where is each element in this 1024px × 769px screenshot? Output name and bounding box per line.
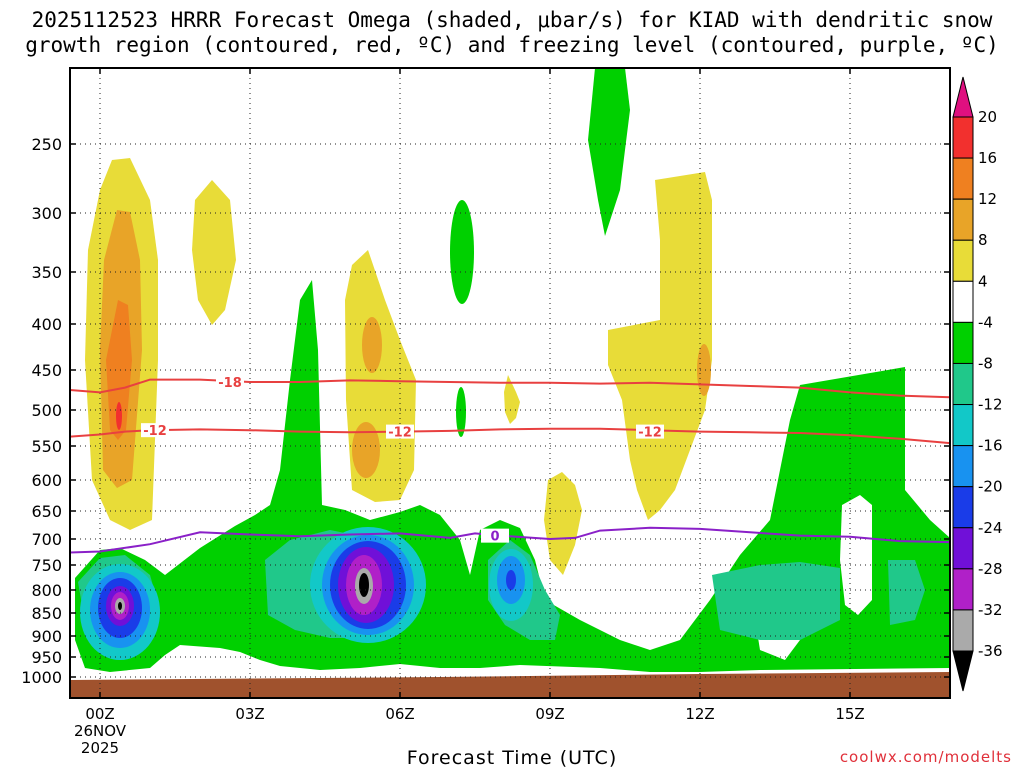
teal-cell-16z bbox=[888, 560, 925, 625]
colorbar-label-9: -20 bbox=[978, 478, 1003, 496]
colorbar-swatch-4 bbox=[952, 280, 974, 323]
credit-link[interactable]: coolwx.com/modelts bbox=[839, 748, 1012, 766]
colorbar-label-5: -4 bbox=[978, 313, 993, 331]
plot-frame bbox=[69, 67, 951, 699]
contour-label-bg-1-0 bbox=[141, 423, 169, 438]
colorbar-swatch-8 bbox=[952, 445, 974, 488]
contour-label-2-0: 0 bbox=[490, 530, 499, 545]
contour-label-1-1: -12 bbox=[388, 426, 412, 441]
colorbar-swatch-3 bbox=[952, 239, 974, 282]
terrain bbox=[70, 672, 950, 698]
contour-label-bg-0-0 bbox=[216, 375, 244, 389]
colorbar-label-1: 16 bbox=[978, 149, 997, 167]
colorbar-over-arrow bbox=[952, 76, 974, 118]
y-tick-label-300: 300 bbox=[31, 204, 62, 223]
contour-label-bg-2-0 bbox=[481, 528, 509, 543]
contour-line-0 bbox=[70, 378, 950, 399]
colorbar-label-13: -36 bbox=[978, 642, 1003, 660]
green-cell-small bbox=[456, 387, 466, 437]
x-tick-label-00Z: 00Z bbox=[85, 705, 114, 723]
darkorange-cell-00z bbox=[106, 300, 132, 440]
y-tick-label-800: 800 bbox=[31, 581, 62, 600]
y-tick-label-750: 750 bbox=[31, 556, 62, 575]
y-tick-label-1000: 1000 bbox=[21, 668, 62, 687]
orange-cell-12z bbox=[697, 344, 711, 396]
contour-label-1-2: -12 bbox=[638, 426, 662, 441]
colorbar-label-6: -8 bbox=[978, 354, 993, 372]
yellow-cell-12z bbox=[608, 172, 712, 520]
colorbar-label-4: 4 bbox=[978, 272, 988, 290]
colorbar-swatch-0 bbox=[952, 116, 974, 159]
x-tick-label-12Z: 12Z bbox=[685, 705, 714, 723]
chart-title-line2: growth region (contoured, red, ºC) and f… bbox=[25, 33, 999, 57]
colorbar-label-12: -32 bbox=[978, 601, 1003, 619]
y-tick-label-250: 250 bbox=[31, 135, 62, 154]
x-tick-label-03Z: 03Z bbox=[235, 705, 264, 723]
green-cell-mid bbox=[450, 200, 474, 304]
colorbar-label-8: -16 bbox=[978, 437, 1003, 455]
colorbar-under-arrow bbox=[952, 650, 974, 692]
colorbar-label-10: -24 bbox=[978, 519, 1003, 537]
y-tick-label-600: 600 bbox=[31, 471, 62, 490]
colorbar-swatch-12 bbox=[952, 609, 974, 652]
clear-gap-1 bbox=[840, 495, 872, 615]
red-sliver-00z bbox=[116, 402, 122, 430]
y-tick-label-400: 400 bbox=[31, 315, 62, 334]
y-tick-label-500: 500 bbox=[31, 401, 62, 420]
y-tick-label-850: 850 bbox=[31, 604, 62, 623]
colorbar-swatch-10 bbox=[952, 527, 974, 570]
y-tick-label-900: 900 bbox=[31, 627, 62, 646]
contour-label-0-0: -18 bbox=[218, 376, 242, 391]
x-tick-label-06Z: 06Z bbox=[385, 705, 414, 723]
orange-cell-05z-lower bbox=[352, 422, 380, 478]
colorbar-swatch-7 bbox=[952, 404, 974, 447]
colorbar-label-0: 20 bbox=[978, 108, 997, 126]
yellow-cell-08z bbox=[504, 375, 520, 424]
blue-core-08z bbox=[506, 570, 516, 590]
colorbar-label-7: -12 bbox=[978, 396, 1003, 414]
colorbar-swatch-9 bbox=[952, 486, 974, 529]
y-tick-label-550: 550 bbox=[31, 437, 62, 456]
axes: 250 300 350 400 450 500 550 600 650 700 750 800 850 9… bbox=[21, 67, 951, 757]
colorbar-swatch-11 bbox=[952, 568, 974, 611]
x-tick-sublabel-0: 26NOV bbox=[74, 722, 127, 740]
y-tick-label-700: 700 bbox=[31, 530, 62, 549]
black-core-05z bbox=[359, 573, 369, 597]
yellow-cell-02z bbox=[192, 180, 236, 325]
colorbar-label-3: 8 bbox=[978, 231, 988, 249]
chart-title-line1: 2025112523 HRRR Forecast Omega (shaded, … bbox=[31, 8, 993, 32]
y-tick-label-450: 450 bbox=[31, 361, 62, 380]
colorbar: 20 16 12 8 4 -4 -8 -12 -16 -20 -24 -28 -32 -36 bbox=[952, 76, 1003, 692]
colorbar-swatch-6 bbox=[952, 362, 974, 406]
colorbar-label-2: 12 bbox=[978, 190, 997, 208]
teal-band-13z bbox=[712, 562, 840, 640]
y-tick-label-350: 350 bbox=[31, 263, 62, 282]
contour-label-1-0: -12 bbox=[143, 424, 167, 439]
contour-label-bg-1-2 bbox=[636, 424, 664, 439]
black-core-00z bbox=[118, 602, 122, 610]
y-tick-label-650: 650 bbox=[31, 502, 62, 521]
contour-label-bg-1-1 bbox=[386, 424, 414, 439]
orange-cell-05z-upper bbox=[362, 317, 382, 373]
colorbar-swatch-5 bbox=[952, 321, 974, 364]
plot-area: -18 -12 -12 -12 0 bbox=[70, 68, 950, 698]
x-tick-sublabel-1: 2025 bbox=[81, 739, 119, 757]
y-tick-label-950: 950 bbox=[31, 648, 62, 667]
colorbar-label-11: -28 bbox=[978, 560, 1003, 578]
yellow-cell-09z bbox=[544, 472, 582, 575]
colorbar-swatch-2 bbox=[952, 198, 974, 241]
colorbar-swatch-1 bbox=[952, 157, 974, 200]
x-tick-label-15Z: 15Z bbox=[835, 705, 864, 723]
green-cell-upper bbox=[588, 68, 630, 236]
x-axis-label: Forecast Time (UTC) bbox=[406, 747, 618, 769]
x-tick-label-09Z: 09Z bbox=[535, 705, 564, 723]
